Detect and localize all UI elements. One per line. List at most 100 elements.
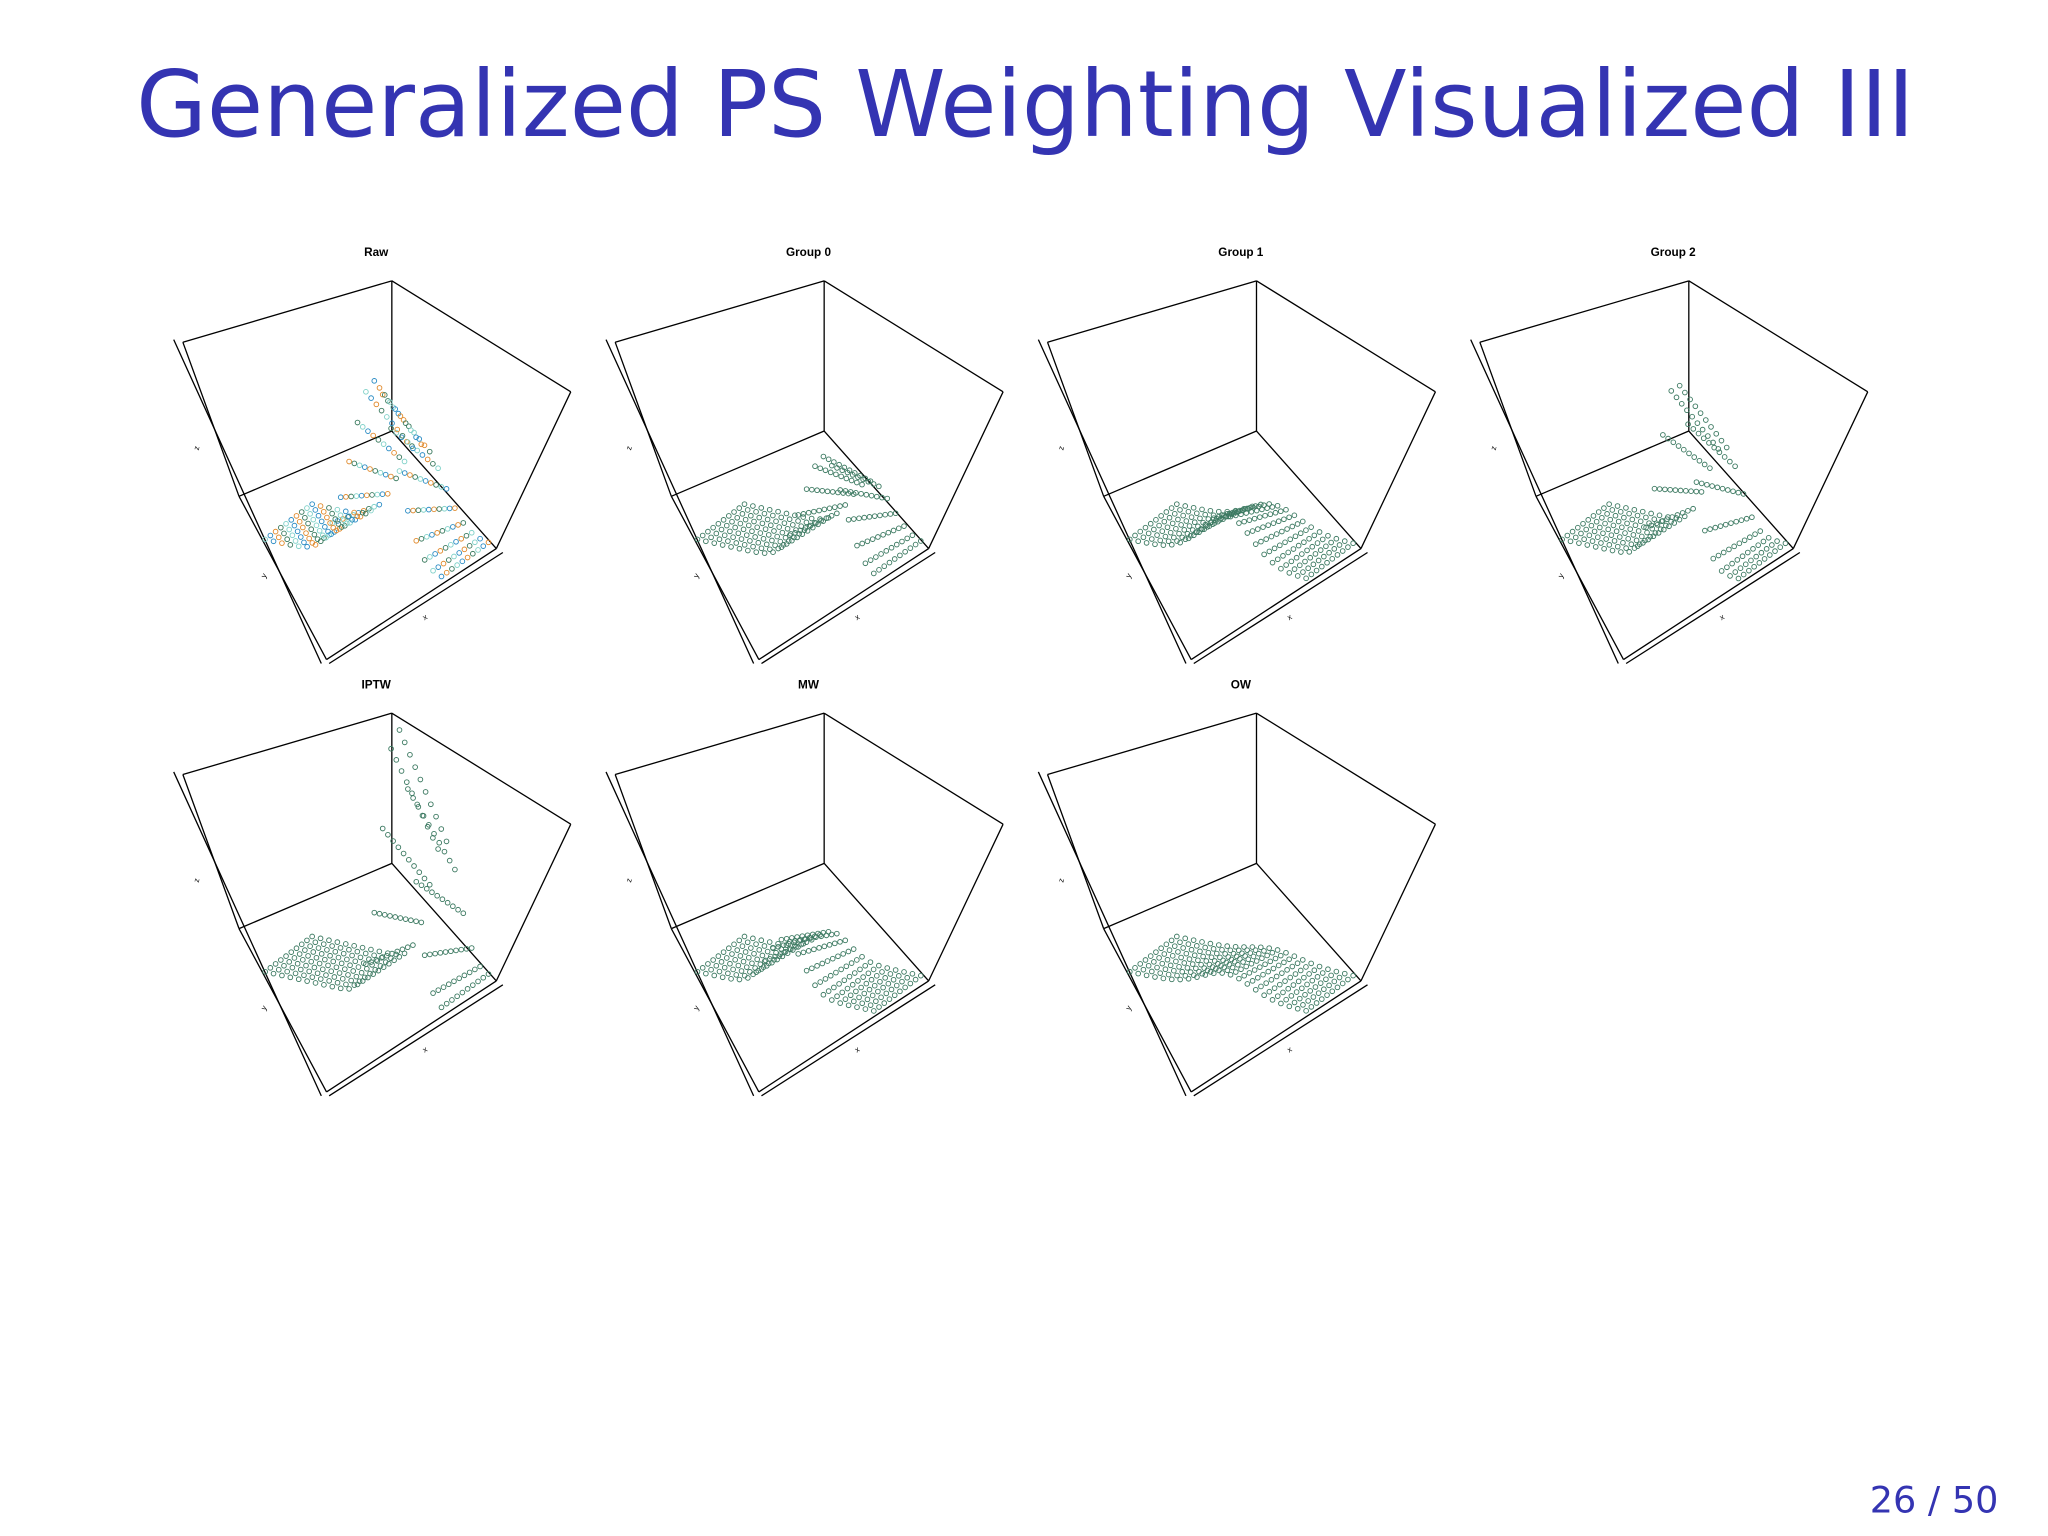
point	[755, 539, 762, 546]
point	[414, 447, 421, 454]
point	[1709, 483, 1715, 489]
point	[1260, 524, 1266, 530]
point	[783, 935, 790, 942]
point	[1681, 513, 1688, 520]
point	[805, 948, 812, 954]
point	[1239, 950, 1245, 957]
point	[716, 968, 723, 975]
point	[875, 534, 881, 540]
point	[321, 535, 327, 541]
point	[296, 951, 303, 957]
box-edge	[614, 280, 825, 343]
point	[1310, 561, 1317, 568]
point	[1331, 546, 1338, 552]
point	[848, 960, 855, 966]
point	[1334, 984, 1341, 991]
point	[1702, 527, 1708, 534]
point	[721, 964, 728, 971]
point	[1580, 520, 1586, 527]
point	[1738, 517, 1745, 524]
box-edge	[1037, 771, 1187, 1097]
point	[743, 964, 750, 970]
point	[361, 464, 368, 470]
point	[456, 975, 463, 982]
point	[314, 536, 321, 542]
point	[775, 508, 781, 515]
point	[438, 573, 445, 580]
point	[895, 525, 902, 532]
point	[329, 510, 335, 517]
point	[827, 469, 834, 476]
point	[1318, 996, 1325, 1002]
point	[743, 532, 750, 538]
point	[443, 1000, 450, 1007]
point	[334, 506, 341, 513]
box-edge	[1046, 774, 1105, 929]
point	[432, 551, 438, 557]
point	[1252, 541, 1259, 547]
point	[791, 534, 797, 541]
point	[1163, 509, 1170, 515]
point	[1309, 543, 1316, 550]
point	[278, 524, 284, 531]
point	[1227, 971, 1234, 978]
point	[1339, 548, 1346, 554]
point	[1584, 542, 1591, 548]
point	[822, 976, 829, 982]
point	[1293, 989, 1300, 995]
point	[1630, 532, 1637, 538]
point	[764, 948, 771, 955]
point	[353, 493, 360, 499]
point	[1731, 543, 1737, 550]
point	[372, 966, 379, 973]
point	[750, 543, 756, 550]
point	[396, 468, 403, 474]
point	[1652, 530, 1659, 536]
point	[416, 436, 423, 442]
point	[792, 512, 798, 519]
point	[1677, 487, 1684, 494]
point	[1294, 573, 1301, 579]
point	[1656, 486, 1663, 492]
point	[272, 528, 279, 535]
point	[1585, 517, 1592, 523]
point	[825, 515, 832, 521]
point	[318, 951, 325, 957]
point	[432, 950, 438, 957]
point	[842, 937, 849, 944]
point	[1175, 949, 1181, 955]
page-number: 26 / 50	[1870, 1478, 1999, 1521]
point	[1149, 536, 1155, 542]
point	[1222, 951, 1228, 957]
point	[402, 420, 409, 426]
point	[866, 514, 873, 520]
point	[817, 465, 824, 472]
point	[1171, 967, 1177, 974]
point	[417, 776, 424, 783]
point	[1197, 948, 1203, 955]
point	[1251, 967, 1258, 973]
point	[762, 957, 769, 964]
point	[1611, 538, 1618, 544]
point	[756, 947, 763, 953]
point	[445, 557, 452, 563]
point	[1333, 968, 1340, 975]
point	[804, 528, 811, 534]
point	[1737, 565, 1744, 571]
point	[882, 975, 888, 981]
point	[1626, 510, 1632, 517]
point	[329, 943, 335, 949]
point	[818, 517, 824, 524]
point	[1269, 949, 1276, 956]
point	[1751, 563, 1757, 570]
point	[1168, 976, 1175, 983]
axis-label: x	[1718, 612, 1726, 622]
point	[333, 964, 340, 971]
point	[344, 520, 350, 527]
point	[304, 543, 310, 550]
point	[1283, 506, 1289, 513]
point	[380, 964, 387, 970]
point	[365, 428, 371, 434]
point	[1166, 514, 1173, 521]
point	[1294, 521, 1301, 527]
